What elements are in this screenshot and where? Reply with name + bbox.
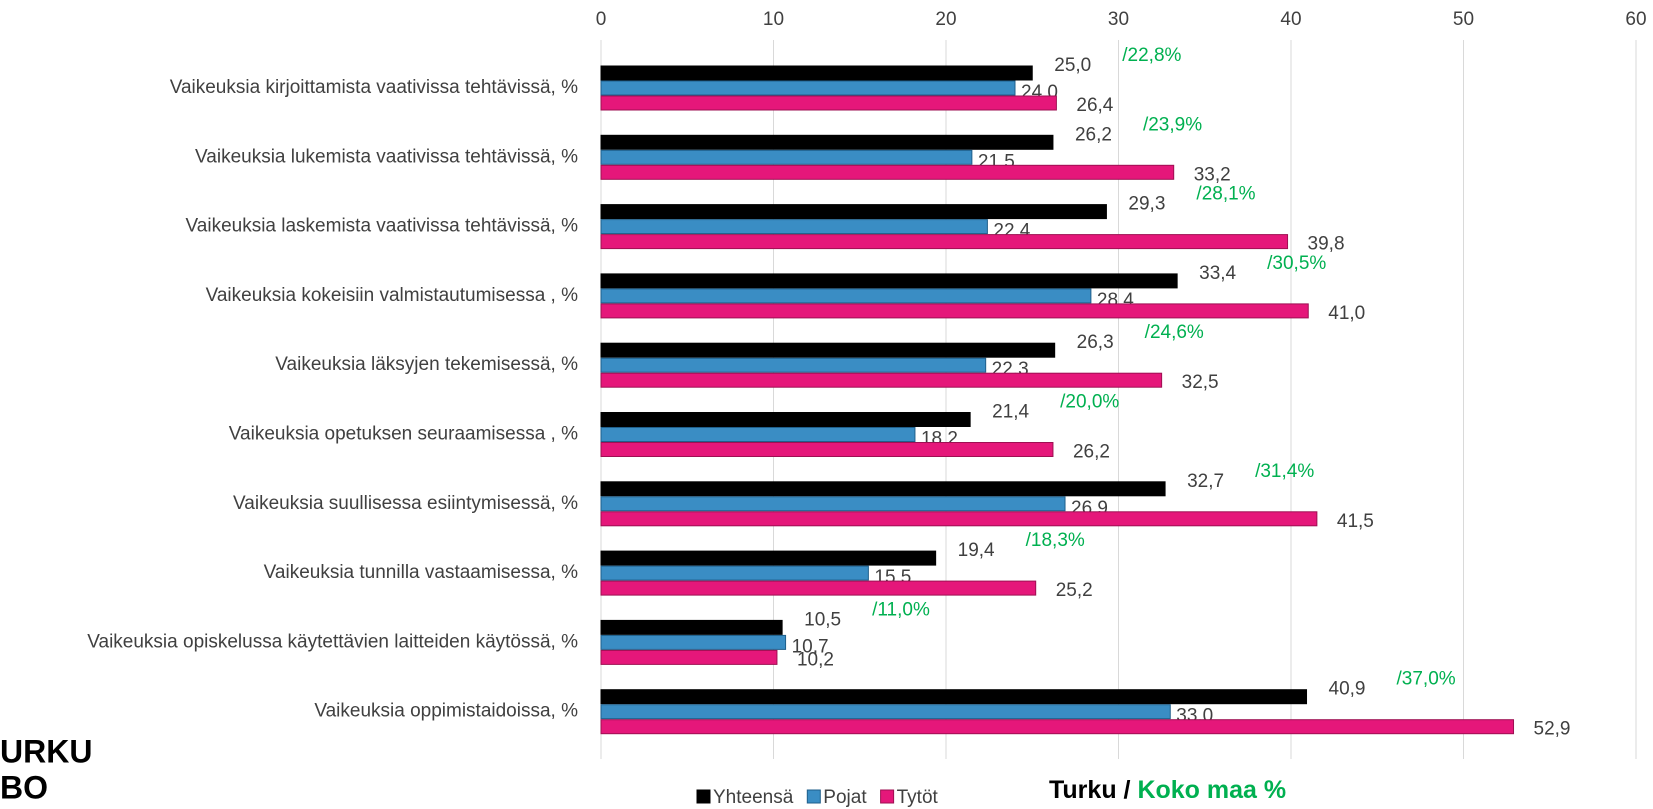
bar bbox=[600, 634, 787, 650]
logo-line: URKU bbox=[0, 733, 92, 769]
legend-label: Pojat bbox=[823, 787, 867, 808]
annotation: /37,0% bbox=[1397, 669, 1456, 690]
bar bbox=[600, 80, 1016, 96]
data-label: 29,3 bbox=[1128, 194, 1165, 215]
subtitle-right: Koko maa % bbox=[1137, 776, 1286, 804]
bar bbox=[600, 219, 988, 235]
category-label: Vaikeuksia lukemista vaativissa tehtävis… bbox=[195, 146, 578, 167]
bar bbox=[600, 149, 973, 165]
data-label: 32,7 bbox=[1187, 471, 1224, 492]
data-label: 25,0 bbox=[1054, 55, 1091, 76]
annotation: /22,8% bbox=[1122, 45, 1181, 66]
legend-label: Yhteensä bbox=[713, 787, 794, 808]
category-label: Vaikeuksia opiskelussa käytettävien lait… bbox=[87, 631, 578, 652]
annotation: /23,9% bbox=[1143, 114, 1202, 135]
category-label: Vaikeuksia kokeisiin valmistautumisessa … bbox=[206, 285, 579, 306]
bar bbox=[600, 357, 987, 373]
category-label: Vaikeuksia laskemista vaativissa tehtävi… bbox=[186, 216, 579, 237]
logo-line: BO bbox=[0, 769, 48, 805]
category-label: Vaikeuksia kirjoittamista vaativissa teh… bbox=[170, 77, 578, 98]
bar bbox=[600, 704, 1171, 720]
data-label: 26,2 bbox=[1073, 442, 1110, 463]
bar bbox=[600, 442, 1054, 457]
data-label: 26,3 bbox=[1077, 332, 1114, 353]
x-tick-label: 30 bbox=[1108, 9, 1129, 30]
bar bbox=[600, 342, 1056, 358]
annotation: /11,0% bbox=[872, 599, 930, 620]
category-label: Vaikeuksia oppimistaidoissa, % bbox=[314, 701, 578, 722]
bar bbox=[600, 550, 937, 566]
bar bbox=[600, 164, 1175, 180]
bar bbox=[600, 204, 1107, 220]
data-label: 33,2 bbox=[1194, 164, 1231, 185]
bar bbox=[600, 719, 1515, 735]
data-label: 10,2 bbox=[797, 649, 834, 670]
bar bbox=[600, 565, 869, 581]
data-label: 52,9 bbox=[1534, 719, 1571, 740]
bar bbox=[600, 65, 1033, 81]
x-tick-label: 0 bbox=[596, 9, 607, 30]
bar bbox=[600, 95, 1057, 111]
legend-label: Tytöt bbox=[897, 787, 939, 808]
legend-swatch bbox=[880, 789, 895, 804]
x-tick-label: 20 bbox=[935, 9, 956, 30]
bar bbox=[600, 303, 1309, 319]
data-label: 41,0 bbox=[1328, 303, 1365, 324]
bar bbox=[600, 273, 1178, 289]
data-label: 32,5 bbox=[1182, 372, 1219, 393]
data-label: 40,9 bbox=[1329, 679, 1366, 700]
annotation: /28,1% bbox=[1196, 184, 1255, 205]
category-label: Vaikeuksia suullisessa esiintymisessä, % bbox=[233, 493, 578, 514]
bar bbox=[600, 481, 1166, 497]
annotation: /20,0% bbox=[1060, 392, 1119, 413]
bar bbox=[600, 580, 1037, 596]
x-tick-label: 60 bbox=[1625, 9, 1646, 30]
bar bbox=[600, 619, 783, 635]
bar bbox=[600, 649, 778, 665]
bar bbox=[600, 288, 1092, 304]
bar bbox=[600, 372, 1163, 388]
data-label: 25,2 bbox=[1056, 580, 1093, 601]
annotation: /18,3% bbox=[1026, 530, 1085, 551]
data-label: 10,7 bbox=[792, 636, 829, 657]
legend-swatch bbox=[806, 789, 821, 804]
bar bbox=[600, 234, 1289, 250]
data-label: 19,4 bbox=[958, 540, 995, 561]
data-label: 26,4 bbox=[1076, 95, 1113, 116]
data-label: 41,5 bbox=[1337, 511, 1374, 532]
bar bbox=[600, 427, 916, 442]
data-label: 10,5 bbox=[804, 609, 841, 630]
data-label: 21,4 bbox=[992, 402, 1029, 423]
subtitle: Turku / Koko maa % bbox=[1049, 776, 1286, 804]
subtitle-left: Turku / bbox=[1049, 776, 1131, 804]
x-tick-label: 50 bbox=[1453, 9, 1474, 30]
data-label: 26,2 bbox=[1075, 124, 1112, 145]
x-tick-label: 10 bbox=[763, 9, 784, 30]
bar bbox=[600, 511, 1318, 527]
annotation: /30,5% bbox=[1267, 253, 1326, 274]
legend-swatch bbox=[696, 789, 711, 804]
annotation: /24,6% bbox=[1145, 322, 1204, 343]
category-label: Vaikeuksia läksyjen tekemisessä, % bbox=[275, 354, 578, 375]
bar bbox=[600, 134, 1054, 150]
data-label: 33,4 bbox=[1199, 263, 1236, 284]
bar bbox=[600, 496, 1066, 512]
bar bbox=[600, 689, 1308, 705]
x-tick-label: 40 bbox=[1280, 9, 1301, 30]
category-label: Vaikeuksia opetuksen seuraamisessa , % bbox=[229, 424, 578, 445]
data-label: 39,8 bbox=[1308, 234, 1345, 255]
category-label: Vaikeuksia tunnilla vastaamisessa, % bbox=[264, 562, 578, 583]
annotation: /31,4% bbox=[1255, 461, 1314, 482]
bar bbox=[600, 412, 971, 427]
